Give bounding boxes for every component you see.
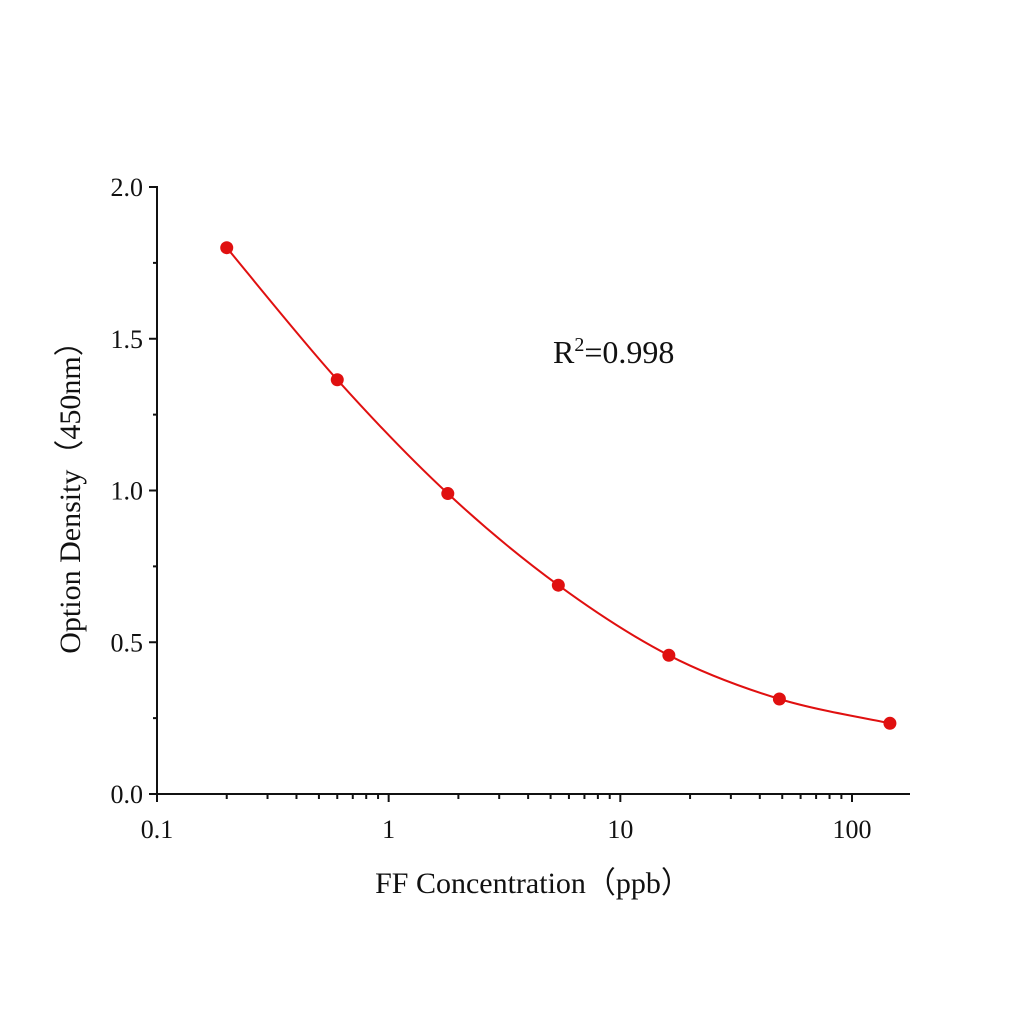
y-tick-label: 0.5 (111, 628, 144, 657)
point (662, 648, 676, 662)
y-tick-label: 1.5 (111, 325, 144, 354)
point (551, 578, 565, 592)
point (883, 716, 897, 730)
point (772, 692, 786, 706)
annotation-base: R (553, 334, 575, 370)
point (330, 373, 344, 387)
x-axis-title: FF Concentration（ppb） (375, 867, 691, 900)
y-tick-label: 1.0 (111, 477, 144, 506)
annotation: R2=0.998 (553, 334, 674, 370)
y-tick-label: 0.0 (111, 780, 144, 809)
x-tick-label: 10 (607, 815, 633, 844)
y-tick-label: 2.0 (111, 173, 144, 202)
x-tick-label: 0.1 (141, 815, 174, 844)
x-tick-label: 1 (382, 815, 395, 844)
annotation-sup: 2 (574, 334, 584, 356)
x-tick-label: 100 (832, 815, 871, 844)
point (441, 487, 455, 501)
y-axis-title: Option Density（450nm） (54, 326, 87, 654)
point (220, 241, 234, 255)
annotation-rest: =0.998 (584, 334, 674, 370)
